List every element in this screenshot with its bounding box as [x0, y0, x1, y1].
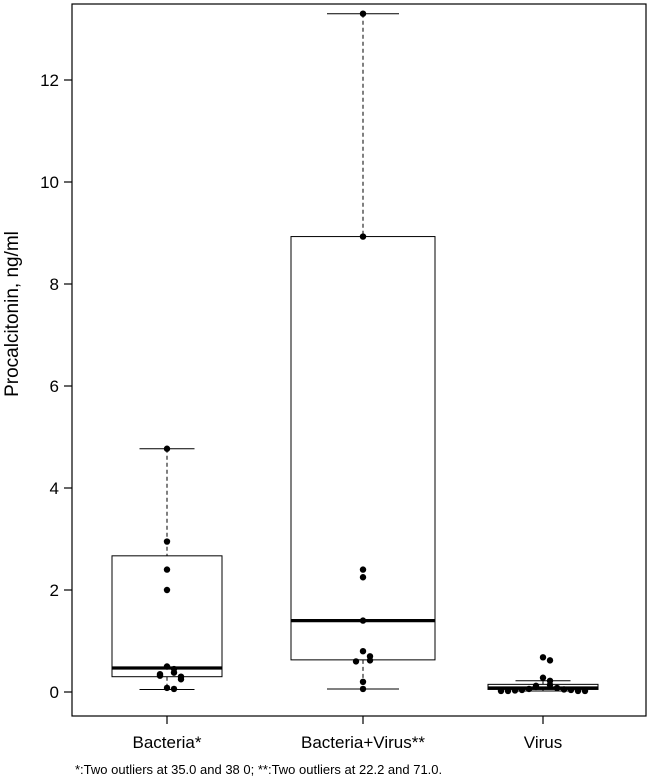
data-point — [546, 681, 554, 689]
y-tick-label: 12 — [40, 71, 59, 90]
box-group — [111, 445, 223, 693]
data-point — [497, 687, 505, 695]
data-point — [359, 10, 367, 17]
y-axis: 0 2 4 6 8 10 12 — [40, 71, 72, 702]
data-point — [359, 233, 367, 240]
iqr-box — [290, 236, 436, 661]
data-point — [163, 538, 171, 545]
y-tick-label: 6 — [50, 377, 59, 396]
footnote: *:Two outliers at 35.0 and 38 0; **:Two … — [75, 762, 443, 777]
data-point — [156, 672, 164, 679]
x-axis: Bacteria* Bacteria+Virus** Virus — [133, 716, 562, 752]
data-point — [366, 657, 374, 664]
y-tick-label: 4 — [50, 479, 59, 498]
data-point — [359, 678, 367, 685]
y-axis-title: Procalcitonin, ng/ml — [2, 231, 23, 397]
box-group — [290, 10, 436, 693]
x-category-label: Bacteria+Virus** — [301, 733, 425, 752]
y-tick-label: 0 — [50, 683, 59, 702]
plot-frame — [71, 3, 647, 717]
iqr-box — [111, 555, 223, 678]
y-tick-label: 2 — [50, 581, 59, 600]
data-point — [177, 676, 185, 683]
data-point — [163, 445, 171, 452]
data-point — [504, 687, 512, 695]
data-point — [560, 686, 568, 693]
data-point — [359, 566, 367, 573]
data-point — [511, 687, 519, 694]
data-point — [359, 685, 367, 693]
data-point — [170, 685, 178, 693]
data-point — [359, 617, 367, 624]
data-point — [567, 686, 575, 694]
data-point — [163, 663, 171, 670]
x-category-label: Bacteria* — [133, 733, 202, 752]
boxes-layer — [111, 10, 599, 695]
box-group — [487, 654, 599, 695]
y-tick-label: 8 — [50, 275, 59, 294]
data-point — [163, 684, 171, 692]
y-tick-label: 10 — [40, 173, 59, 192]
data-point — [532, 683, 540, 691]
x-category-label: Virus — [524, 733, 562, 752]
data-point — [359, 574, 367, 581]
data-point — [553, 684, 561, 692]
data-point — [581, 687, 589, 695]
data-point — [163, 586, 171, 594]
data-point — [574, 687, 582, 695]
data-point — [352, 658, 360, 665]
data-point — [163, 566, 171, 573]
data-point — [170, 669, 178, 676]
data-point — [359, 648, 367, 655]
data-point — [539, 654, 547, 661]
data-point — [539, 674, 547, 681]
data-point — [518, 686, 526, 694]
data-point — [525, 685, 533, 693]
data-point — [546, 657, 554, 664]
